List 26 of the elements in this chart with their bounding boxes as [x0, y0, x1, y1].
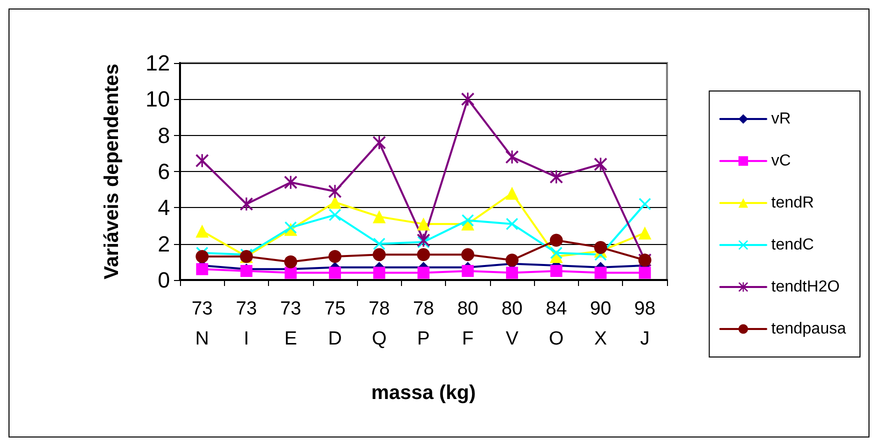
y-tick-label: 4	[158, 195, 170, 220]
x-axis-title: massa (kg)	[371, 382, 476, 404]
y-tick-label: 0	[158, 268, 170, 292]
y-tick-label: 8	[158, 122, 170, 148]
legend-label: tendR	[771, 194, 814, 212]
legend-label: vR	[771, 110, 791, 128]
x-tick-label: 80 V	[501, 298, 523, 350]
y-axis-title: Variáveis dependentes	[101, 64, 123, 280]
legend-label: tendpausa	[771, 320, 846, 338]
x-tick-label: 73 E	[280, 298, 302, 350]
y-tick-label: 6	[158, 159, 170, 184]
x-tick-label: 78 P	[412, 298, 434, 350]
x-tick-label: 78 Q	[368, 298, 390, 350]
x-tick-label: 98 J	[634, 298, 656, 350]
legend-label: vC	[771, 152, 791, 170]
x-tick-label: 75 D	[324, 298, 346, 350]
legend-label: tendC	[771, 236, 814, 254]
x-tick-label: 73 I	[236, 298, 257, 350]
y-tick-label: 10	[146, 86, 170, 112]
legend-label: tendtH2O	[771, 278, 840, 296]
y-tick-label: 2	[158, 231, 170, 256]
x-tick-label: 90 X	[590, 298, 612, 350]
x-tick-label: 80 F	[457, 298, 478, 350]
y-tick-label: 12	[146, 50, 170, 76]
x-tick-label: 73 N	[192, 298, 213, 350]
x-tick-label: 84 O	[546, 298, 568, 350]
